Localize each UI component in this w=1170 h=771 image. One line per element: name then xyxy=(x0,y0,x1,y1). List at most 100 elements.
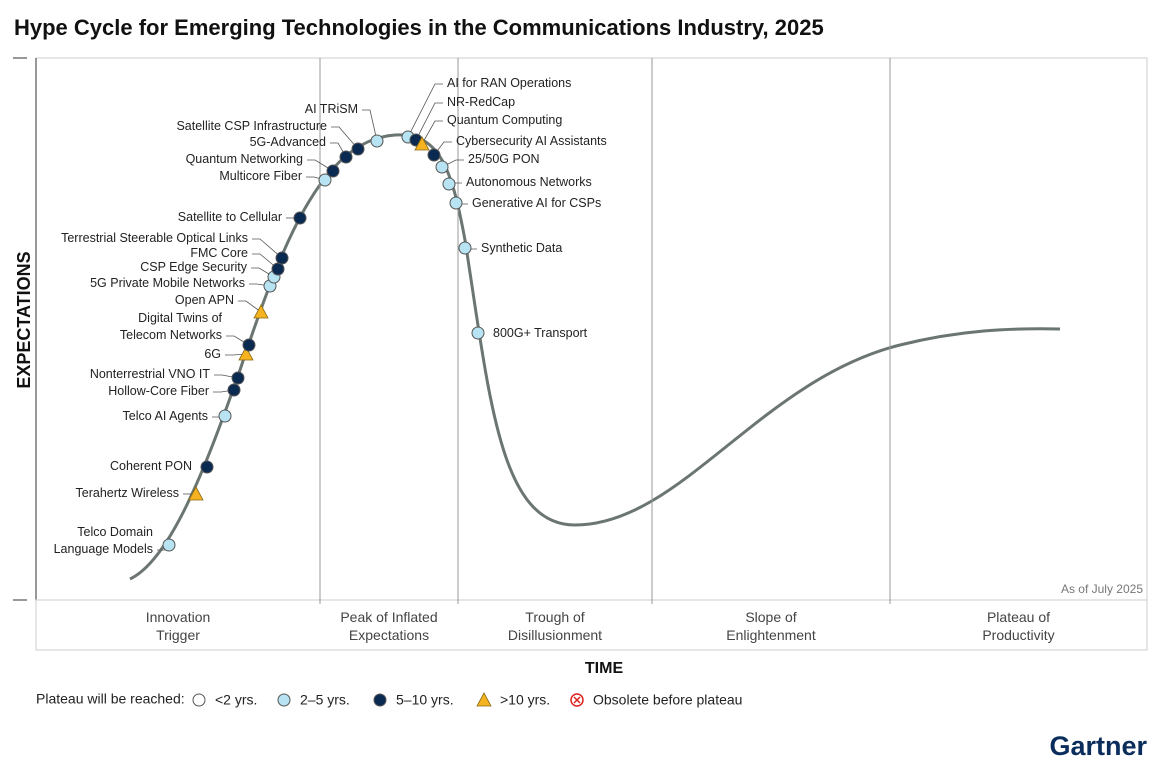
technology-marker xyxy=(370,134,384,148)
phase-label: Peak of Inflated Expectations xyxy=(340,609,437,643)
legend-label: 5–10 yrs. xyxy=(396,692,454,708)
technology-label: Synthetic Data xyxy=(481,241,562,255)
technology-marker xyxy=(188,486,204,501)
legend-label: 2–5 yrs. xyxy=(300,692,350,708)
technology-label: AI for RAN Operations xyxy=(447,76,571,90)
technology-label-line: Quantum Computing xyxy=(447,113,562,127)
legend-title: Plateau will be reached: xyxy=(36,691,185,707)
technology-marker xyxy=(427,148,441,162)
technology-label: 5G Private Mobile Networks xyxy=(90,276,245,290)
legend-symbol xyxy=(476,692,492,707)
technology-marker xyxy=(238,346,254,361)
technology-label-line: FMC Core xyxy=(190,246,248,260)
leader-line xyxy=(252,253,279,270)
technology-marker xyxy=(200,460,214,474)
technology-label-line: Nonterrestrial VNO IT xyxy=(90,367,211,381)
technology-label: Multicore Fiber xyxy=(219,169,302,183)
technology-marker xyxy=(231,371,245,385)
technology-label: Nonterrestrial VNO IT xyxy=(90,367,211,381)
title: Hype Cycle for Emerging Technologies in … xyxy=(14,15,824,40)
technology-label-line: Autonomous Networks xyxy=(466,175,592,189)
technology-label-line: 800G+ Transport xyxy=(493,326,588,340)
technology-label-line: Telco Domain xyxy=(77,525,153,539)
technology-label-line: Open APN xyxy=(175,293,234,307)
technology-label: Telco AI Agents xyxy=(123,409,208,423)
technology-marker xyxy=(293,211,307,225)
technology-label: NR-RedCap xyxy=(447,95,515,109)
phase-label-line: Trough of xyxy=(525,609,585,625)
technology-marker xyxy=(471,326,485,340)
leader-line xyxy=(331,126,359,150)
x-axis-label: TIME xyxy=(585,660,624,677)
technology-marker xyxy=(458,241,472,255)
technology-label: Terahertz Wireless xyxy=(76,486,180,500)
phase-label-line: Slope of xyxy=(745,609,796,625)
technology-label-line: CSP Edge Security xyxy=(140,260,248,274)
technology-label-line: Quantum Networking xyxy=(186,152,303,166)
brand: Gartner xyxy=(1049,731,1147,761)
technology-label-line: Hollow-Core Fiber xyxy=(108,384,209,398)
leader-line xyxy=(238,300,262,313)
leader-line xyxy=(252,238,283,259)
leader-line xyxy=(421,120,443,145)
technology-marker xyxy=(253,304,269,319)
technology-label: AI TRiSM xyxy=(305,102,358,116)
technology-label-line: Language Models xyxy=(54,542,153,556)
legend-label: Obsolete before plateau xyxy=(593,692,742,708)
technology-label: 25/50G PON xyxy=(468,152,540,166)
phase-label-line: Plateau of xyxy=(987,609,1050,625)
technology-label: Generative AI for CSPs xyxy=(472,196,601,210)
phase-label: Innovation Trigger xyxy=(146,609,211,643)
leader-line xyxy=(307,159,334,172)
legend-symbol xyxy=(373,693,387,707)
note: As of July 2025 xyxy=(1061,582,1143,596)
technology-marker xyxy=(162,538,176,552)
technology-label-line: Cybersecurity AI Assistants xyxy=(456,134,607,148)
technology-label-line: Telecom Networks xyxy=(120,328,222,342)
technology-marker xyxy=(242,338,256,352)
technology-label-line: 6G xyxy=(204,347,221,361)
technology-label: 6G xyxy=(204,347,221,361)
technology-marker xyxy=(318,173,332,187)
leader-line xyxy=(407,83,443,138)
legend-symbol xyxy=(277,693,291,707)
technology-label-line: Satellite to Cellular xyxy=(178,210,282,224)
technology-marker xyxy=(414,136,430,151)
technology-marker xyxy=(351,142,365,156)
technology-label-line: 5G Private Mobile Networks xyxy=(90,276,245,290)
technology-label-line: 25/50G PON xyxy=(468,152,540,166)
technology-label: Hollow-Core Fiber xyxy=(108,384,209,398)
technology-label: Quantum Networking xyxy=(186,152,303,166)
technology-label: Open APN xyxy=(175,293,234,307)
technology-label: Telco Domain Language Models xyxy=(54,525,153,556)
technology-label: 5G-Advanced xyxy=(250,135,326,149)
technology-label-line: Terrestrial Steerable Optical Links xyxy=(61,231,248,245)
phase-label-line: Innovation xyxy=(146,609,211,625)
phase-label-line: Trigger xyxy=(156,627,200,643)
phase-label-line: Enlightenment xyxy=(726,627,816,643)
phase-label: Plateau of Productivity xyxy=(982,609,1054,643)
technology-label: 800G+ Transport xyxy=(493,326,588,340)
technology-marker xyxy=(339,150,353,164)
technology-marker xyxy=(218,409,232,423)
technology-label: Digital Twins of Telecom Networks xyxy=(120,311,223,342)
technology-label: Quantum Computing xyxy=(447,113,562,127)
phase-label: Trough of Disillusionment xyxy=(508,609,602,643)
phase-label-line: Productivity xyxy=(982,627,1054,643)
technology-label: Cybersecurity AI Assistants xyxy=(456,134,607,148)
technology-label-line: Telco AI Agents xyxy=(123,409,208,423)
technology-label-line: AI TRiSM xyxy=(305,102,358,116)
technology-label-line: Satellite CSP Infrastructure xyxy=(176,119,327,133)
leader-line xyxy=(415,102,443,141)
technology-label: FMC Core xyxy=(190,246,248,260)
technology-marker xyxy=(449,196,463,210)
technology-label: Satellite to Cellular xyxy=(178,210,282,224)
technology-label-line: Generative AI for CSPs xyxy=(472,196,601,210)
technology-label-line: AI for RAN Operations xyxy=(447,76,571,90)
hype-curve xyxy=(129,133,1061,581)
technology-label-line: 5G-Advanced xyxy=(250,135,326,149)
technology-label-line: Coherent PON xyxy=(110,459,192,473)
technology-label: CSP Edge Security xyxy=(140,260,248,274)
legend-label: <2 yrs. xyxy=(215,692,257,708)
